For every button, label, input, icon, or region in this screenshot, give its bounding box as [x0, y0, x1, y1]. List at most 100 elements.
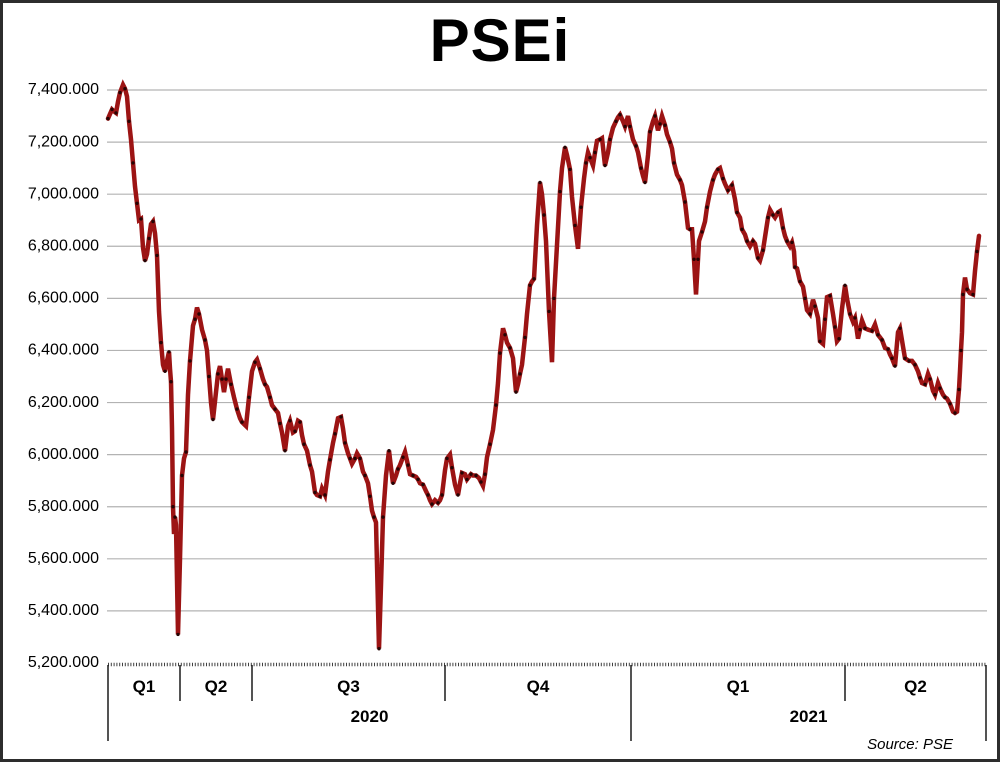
data-point-marker — [658, 122, 662, 126]
data-point-marker — [127, 119, 131, 124]
data-point-marker — [523, 335, 527, 340]
data-point-marker — [293, 429, 297, 433]
data-point-marker — [766, 215, 770, 220]
data-point-marker — [623, 124, 627, 129]
data-point-marker — [761, 248, 765, 252]
data-point-marker — [965, 287, 969, 291]
data-point-marker — [283, 449, 287, 453]
data-point-marker — [863, 326, 867, 330]
data-point-marker — [696, 257, 700, 261]
data-point-marker — [890, 356, 894, 360]
y-tick-label: 7,400.000 — [28, 81, 99, 98]
data-point-marker — [828, 294, 832, 298]
psei-line-chart: 7,400.000 7,200.000 7,000.000 6,800.000 6,60… — [28, 79, 987, 741]
data-point-marker — [135, 201, 139, 205]
data-point-marker — [176, 632, 180, 637]
data-point-marker — [363, 473, 367, 478]
data-point-marker — [197, 312, 201, 316]
data-point-marker — [302, 442, 306, 446]
data-point-marker — [188, 359, 192, 363]
data-point-marker — [155, 253, 159, 258]
data-point-marker — [114, 111, 118, 115]
data-point-marker — [735, 210, 739, 215]
data-point-marker — [726, 188, 730, 192]
data-point-marker — [552, 296, 556, 301]
data-point-marker — [474, 473, 478, 478]
data-point-marker — [167, 350, 171, 354]
quarter-label: Q3 — [337, 677, 360, 696]
data-point-marker — [123, 87, 127, 91]
data-point-marker — [406, 463, 410, 467]
data-point-marker — [808, 312, 812, 316]
data-point-marker — [751, 239, 755, 243]
data-point-marker — [278, 421, 282, 426]
data-point-marker — [843, 283, 847, 287]
data-point-marker — [953, 411, 957, 415]
data-point-marker — [106, 116, 110, 121]
data-point-marker — [823, 317, 827, 321]
data-point-marker — [745, 239, 749, 243]
data-point-marker — [171, 505, 175, 509]
data-point-marker — [110, 107, 114, 112]
data-point-marker — [756, 256, 760, 260]
data-point-marker — [957, 387, 961, 392]
data-point-marker — [118, 90, 122, 95]
data-point-marker — [938, 386, 942, 390]
data-point-marker — [313, 490, 317, 495]
data-point-marker — [203, 338, 207, 342]
year-label: 2021 — [790, 707, 828, 726]
data-point-marker — [450, 466, 454, 470]
data-point-marker — [193, 317, 197, 321]
data-point-marker — [538, 180, 542, 185]
data-point-marker — [180, 473, 184, 478]
data-point-marker — [184, 450, 188, 454]
data-point-marker — [584, 161, 588, 165]
y-tick-label: 6,400.000 — [28, 342, 99, 359]
data-point-marker — [893, 364, 897, 368]
data-point-marker — [348, 456, 352, 461]
data-point-marker — [147, 236, 151, 241]
quarter-label: Q1 — [727, 677, 750, 696]
data-point-marker — [430, 502, 434, 506]
data-point-marker — [648, 130, 652, 134]
data-point-marker — [483, 472, 487, 476]
data-point-marker — [159, 340, 163, 345]
data-point-marker — [173, 515, 177, 519]
data-point-marker — [700, 230, 704, 234]
data-point-marker — [858, 327, 862, 332]
data-point-marker — [563, 145, 567, 149]
data-point-marker — [837, 337, 841, 341]
data-point-marker — [688, 227, 692, 231]
data-point-marker — [928, 377, 932, 381]
data-point-marker — [918, 376, 922, 380]
data-point-marker — [634, 144, 638, 148]
data-point-marker — [353, 456, 357, 461]
data-point-marker — [235, 407, 239, 411]
data-point-marker — [323, 493, 327, 497]
data-point-marker — [588, 156, 592, 160]
data-point-marker — [333, 432, 337, 436]
data-point-marker — [593, 150, 597, 155]
data-point-marker — [143, 258, 147, 263]
data-point-marker — [220, 377, 224, 381]
data-point-marker — [421, 482, 425, 487]
data-point-marker — [358, 456, 362, 461]
data-point-marker — [494, 403, 498, 407]
data-point-marker — [263, 382, 267, 386]
data-point-marker — [971, 292, 975, 297]
data-point-marker — [818, 339, 822, 343]
y-tick-label: 5,600.000 — [28, 550, 99, 567]
y-tick-label: 6,800.000 — [28, 237, 99, 254]
data-point-marker — [258, 367, 262, 371]
data-point-marker — [678, 178, 682, 182]
data-point-marker — [961, 292, 965, 297]
data-point-marker — [672, 161, 676, 165]
data-point-marker — [913, 363, 917, 367]
chart-title: PSEi — [429, 7, 571, 74]
quarter-label: Q2 — [904, 677, 927, 696]
data-point-marker — [288, 419, 292, 423]
source-note: Source: PSE — [867, 736, 953, 753]
data-point-marker — [573, 223, 577, 228]
y-tick-label: 7,200.000 — [28, 133, 99, 150]
data-point-marker — [298, 420, 302, 424]
